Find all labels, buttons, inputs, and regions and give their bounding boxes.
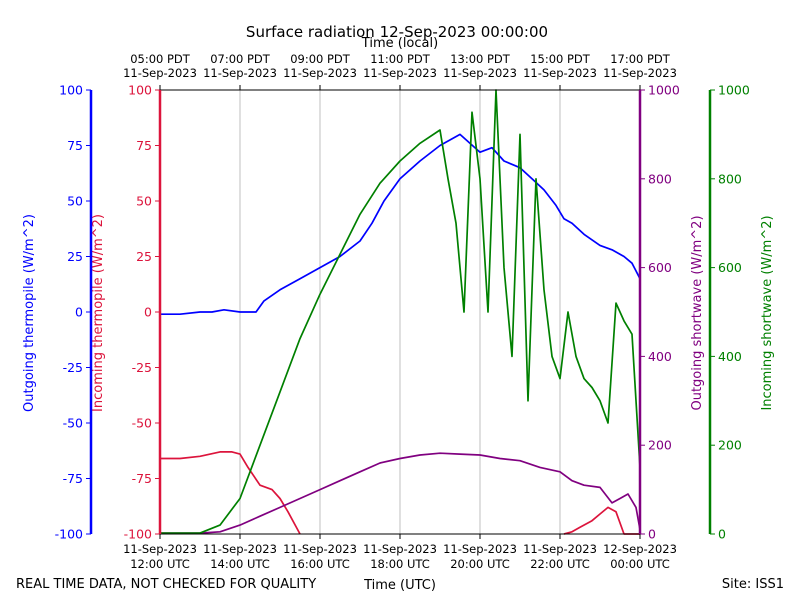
footer-quality-note: REAL TIME DATA, NOT CHECKED FOR QUALITY <box>16 577 316 592</box>
x-tick-label-top: 05:00 PDT <box>130 52 191 66</box>
series-line-outgoing-shortwave <box>160 452 641 534</box>
axes-layer <box>89 89 712 535</box>
x-tick-label-top: 11-Sep-2023 <box>603 66 677 80</box>
y-tick-label-in_sw: 200 <box>718 438 742 453</box>
x-tick-label-bottom: 16:00 UTC <box>290 557 350 571</box>
x-tick-label-bottom: 11-Sep-2023 <box>123 542 197 556</box>
y-tick-label-out_thermo: 100 <box>59 83 83 98</box>
x-tick-label-top: 11-Sep-2023 <box>203 66 277 80</box>
y-tick-label-out_thermo: -50 <box>63 416 83 431</box>
y-tick-label-out_thermo: -100 <box>55 527 83 542</box>
series-line-incoming-shortwave <box>160 89 641 534</box>
y-tick-label-in_thermo: 0 <box>144 305 152 320</box>
x-tick-label-top: 11-Sep-2023 <box>363 66 437 80</box>
x-tick-label-bottom: 12:00 UTC <box>130 557 190 571</box>
x-tick-label-top: 13:00 PDT <box>450 52 511 66</box>
y-tick-label-out_sw: 600 <box>648 260 672 275</box>
chart-title: Surface radiation 12-Sep-2023 00:00:00 <box>246 23 548 41</box>
y-axis-label-incoming-shortwave: Incoming shortwave (W/m^2) <box>760 215 775 410</box>
y-tick-label-out_sw: 0 <box>648 527 656 542</box>
y-tick-label-in_thermo: -75 <box>132 471 152 486</box>
x-tick-label-top: 17:00 PDT <box>610 52 671 66</box>
y-tick-label-in_sw: 600 <box>718 260 742 275</box>
y-tick-label-in_thermo: 75 <box>136 138 152 153</box>
y-tick-label-in_thermo: 25 <box>136 249 152 264</box>
y-tick-label-in_thermo: 100 <box>128 83 152 98</box>
y-tick-label-out_sw: 400 <box>648 349 672 364</box>
series-layer <box>160 89 641 535</box>
x-tick-label-bottom: 11-Sep-2023 <box>443 542 517 556</box>
y-tick-label-out_sw: 800 <box>648 171 672 186</box>
y-tick-label-in_sw: 800 <box>718 171 742 186</box>
x-tick-label-bottom: 18:00 UTC <box>370 557 430 571</box>
y-axis-label-outgoing-shortwave: Outgoing shortwave (W/m^2) <box>690 215 705 410</box>
x-tick-label-bottom: 11-Sep-2023 <box>283 542 357 556</box>
x-tick-label-bottom: 14:00 UTC <box>210 557 270 571</box>
series-line-outgoing-thermopile <box>160 133 641 316</box>
x-tick-label-bottom: 22:00 UTC <box>530 557 590 571</box>
y-axis-label-outgoing-thermopile: Outgoing thermopile (W/m^2) <box>22 214 37 412</box>
x-tick-label-top: 11-Sep-2023 <box>123 66 197 80</box>
x-axis-label: Time (UTC) <box>363 578 436 593</box>
y-tick-label-in_sw: 0 <box>718 527 726 542</box>
y-tick-label-in_thermo: -25 <box>132 360 152 375</box>
y-tick-label-out_thermo: 75 <box>67 138 83 153</box>
ticks-layer: -100 -75 -50 -25 0 25 50 75 100 -100 -75 -50 -25 0 25 5… <box>55 52 750 571</box>
y-tick-label-out_thermo: 25 <box>67 249 83 264</box>
y-tick-label-out_thermo: 0 <box>75 305 83 320</box>
x-tick-label-bottom: 11-Sep-2023 <box>363 542 437 556</box>
x-tick-label-bottom: 12-Sep-2023 <box>603 542 677 556</box>
x-tick-label-top: 11:00 PDT <box>370 52 431 66</box>
x-tick-label-top: 11-Sep-2023 <box>443 66 517 80</box>
x-tick-label-top: 07:00 PDT <box>210 52 271 66</box>
y-tick-label-in_sw: 400 <box>718 349 742 364</box>
y-tick-label-in_thermo: 50 <box>136 194 152 209</box>
footer-site: Site: ISS1 <box>722 577 784 592</box>
x-tick-label-top: 09:00 PDT <box>290 52 351 66</box>
y-tick-label-in_thermo: -50 <box>132 416 152 431</box>
x-tick-label-bottom: 20:00 UTC <box>450 557 510 571</box>
y-tick-label-out_thermo: 50 <box>67 194 83 209</box>
y-axis-label-incoming-thermopile: Incoming thermopile (W/m^2) <box>91 214 106 412</box>
y-tick-label-out_thermo: -75 <box>63 471 83 486</box>
x-tick-label-bottom: 00:00 UTC <box>610 557 670 571</box>
x-tick-label-top: 15:00 PDT <box>530 52 591 66</box>
y-tick-label-out_thermo: -25 <box>63 360 83 375</box>
x-tick-label-top: 11-Sep-2023 <box>283 66 357 80</box>
top-axis-label: Time (local) <box>361 36 438 51</box>
x-tick-label-bottom: 11-Sep-2023 <box>523 542 597 556</box>
y-tick-label-in_sw: 1000 <box>718 83 750 98</box>
x-tick-label-bottom: 11-Sep-2023 <box>203 542 277 556</box>
y-tick-label-out_sw: 1000 <box>648 83 680 98</box>
y-tick-label-in_thermo: -100 <box>124 527 152 542</box>
y-tick-label-out_sw: 200 <box>648 438 672 453</box>
x-tick-label-top: 11-Sep-2023 <box>523 66 597 80</box>
